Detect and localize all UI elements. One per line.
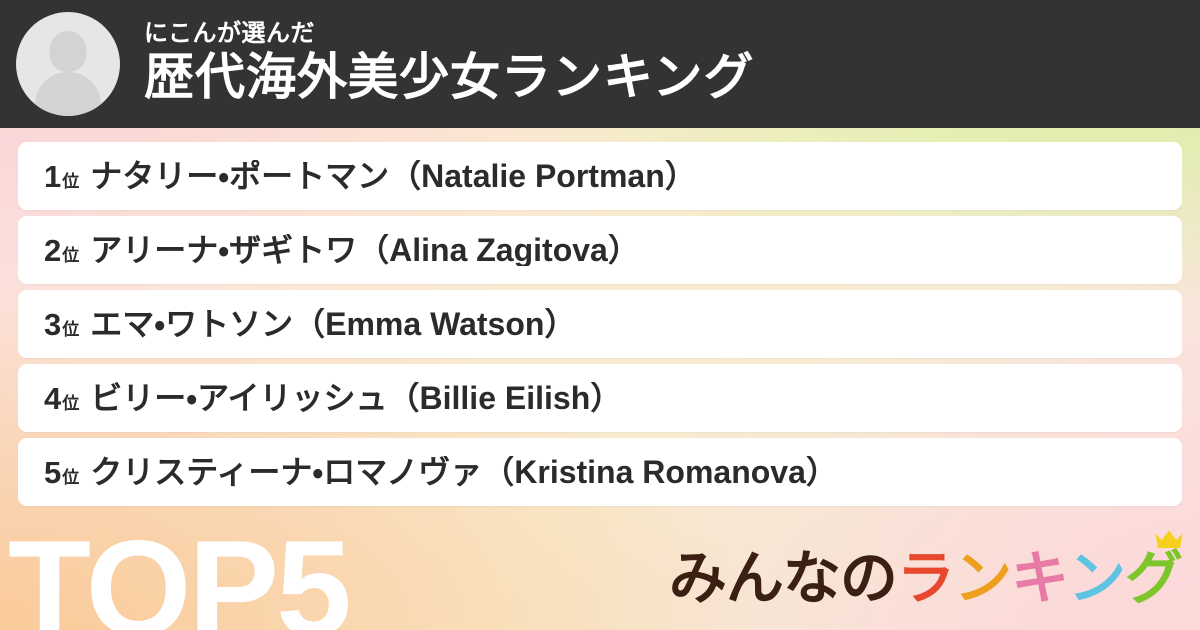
page-title: 歴代海外美少女ランキング: [144, 48, 755, 105]
list-item[interactable]: 4位 ビリー・アイリッシュ（Billie Eilish）: [18, 364, 1182, 432]
entry-name: クリスティーナ・ロマノヴァ（Kristina Romanova）: [90, 456, 838, 488]
brand-logo-char-n2: ン: [1067, 546, 1126, 611]
rank-number: 4位: [44, 380, 80, 416]
crown-icon: [1155, 530, 1183, 548]
rank-unit: 位: [62, 319, 80, 339]
user-avatar-icon: [16, 12, 120, 116]
rank-unit: 位: [62, 245, 80, 265]
brand-logo-char-gu: グ: [1125, 530, 1183, 608]
rank-number: 1位: [44, 158, 80, 194]
list-item[interactable]: 2位 アリーナ・ザギトワ（Alina Zagitova）: [18, 216, 1182, 284]
entry-name: アリーナ・ザギトワ（Alina Zagitova）: [90, 234, 640, 266]
avatar-head-shape: [49, 31, 87, 72]
rank-number: 3位: [44, 306, 80, 342]
header-bar: にこんが選んだ 歴代海外美少女ランキング: [0, 0, 1200, 128]
rank-number: 2位: [44, 232, 80, 268]
brand-logo-char-ki: キ: [1010, 546, 1069, 611]
brand-logo-char-gu-text: グ: [1124, 546, 1183, 611]
rank-unit: 位: [62, 467, 80, 487]
header-kicker: にこんが選んだ: [144, 20, 316, 48]
brand-logo-dark-text: みんなの: [668, 546, 898, 611]
rank-unit: 位: [62, 393, 80, 413]
top5-watermark: TOP5: [8, 512, 352, 630]
entry-name: ナタリー・ポートマン（Natalie Portman）: [90, 160, 697, 192]
rank-unit: 位: [62, 171, 80, 191]
entry-name: ビリー・アイリッシュ（Billie Eilish）: [90, 382, 623, 414]
brand-logo[interactable]: みんなの ラ ン キ ン グ: [668, 530, 1183, 611]
list-item[interactable]: 3位 エマ・ワトソン（Emma Watson）: [18, 290, 1182, 358]
entry-name: エマ・ワトソン（Emma Watson）: [90, 308, 577, 340]
list-item[interactable]: 5位 クリスティーナ・ロマノヴァ（Kristina Romanova）: [18, 438, 1182, 506]
brand-logo-char-n1: ン: [953, 546, 1012, 611]
brand-logo-char-ra: ラ: [896, 546, 955, 611]
header-text-group: にこんが選んだ 歴代海外美少女ランキング: [144, 21, 755, 106]
ranking-list: 1位 ナタリー・ポートマン（Natalie Portman） 2位 アリーナ・ザ…: [18, 142, 1182, 512]
list-item[interactable]: 1位 ナタリー・ポートマン（Natalie Portman）: [18, 142, 1182, 210]
avatar-body-shape: [35, 72, 101, 116]
rank-number: 5位: [44, 454, 80, 490]
